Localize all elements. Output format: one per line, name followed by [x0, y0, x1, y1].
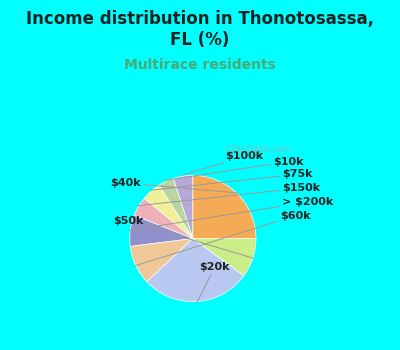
Text: $150k: $150k [138, 183, 320, 206]
Wedge shape [147, 239, 244, 302]
Wedge shape [130, 239, 193, 282]
Wedge shape [193, 239, 256, 275]
Wedge shape [144, 185, 193, 239]
Text: City-Data.com: City-Data.com [227, 145, 291, 154]
Text: $10k: $10k [166, 156, 304, 180]
Text: $100k: $100k [183, 152, 264, 175]
Wedge shape [134, 198, 193, 239]
Text: Multirace residents: Multirace residents [124, 58, 276, 72]
Text: $75k: $75k [150, 169, 313, 190]
Wedge shape [193, 175, 256, 239]
Text: Income distribution in Thonotosassa,: Income distribution in Thonotosassa, [26, 10, 374, 28]
Text: FL (%): FL (%) [170, 31, 230, 49]
Text: $50k: $50k [113, 216, 254, 258]
Text: > $200k: > $200k [129, 197, 334, 230]
Wedge shape [159, 178, 193, 239]
Wedge shape [173, 175, 193, 239]
Text: $20k: $20k [197, 262, 230, 303]
Text: $60k: $60k [135, 211, 310, 266]
Text: $40k: $40k [110, 178, 238, 193]
Wedge shape [130, 215, 193, 246]
